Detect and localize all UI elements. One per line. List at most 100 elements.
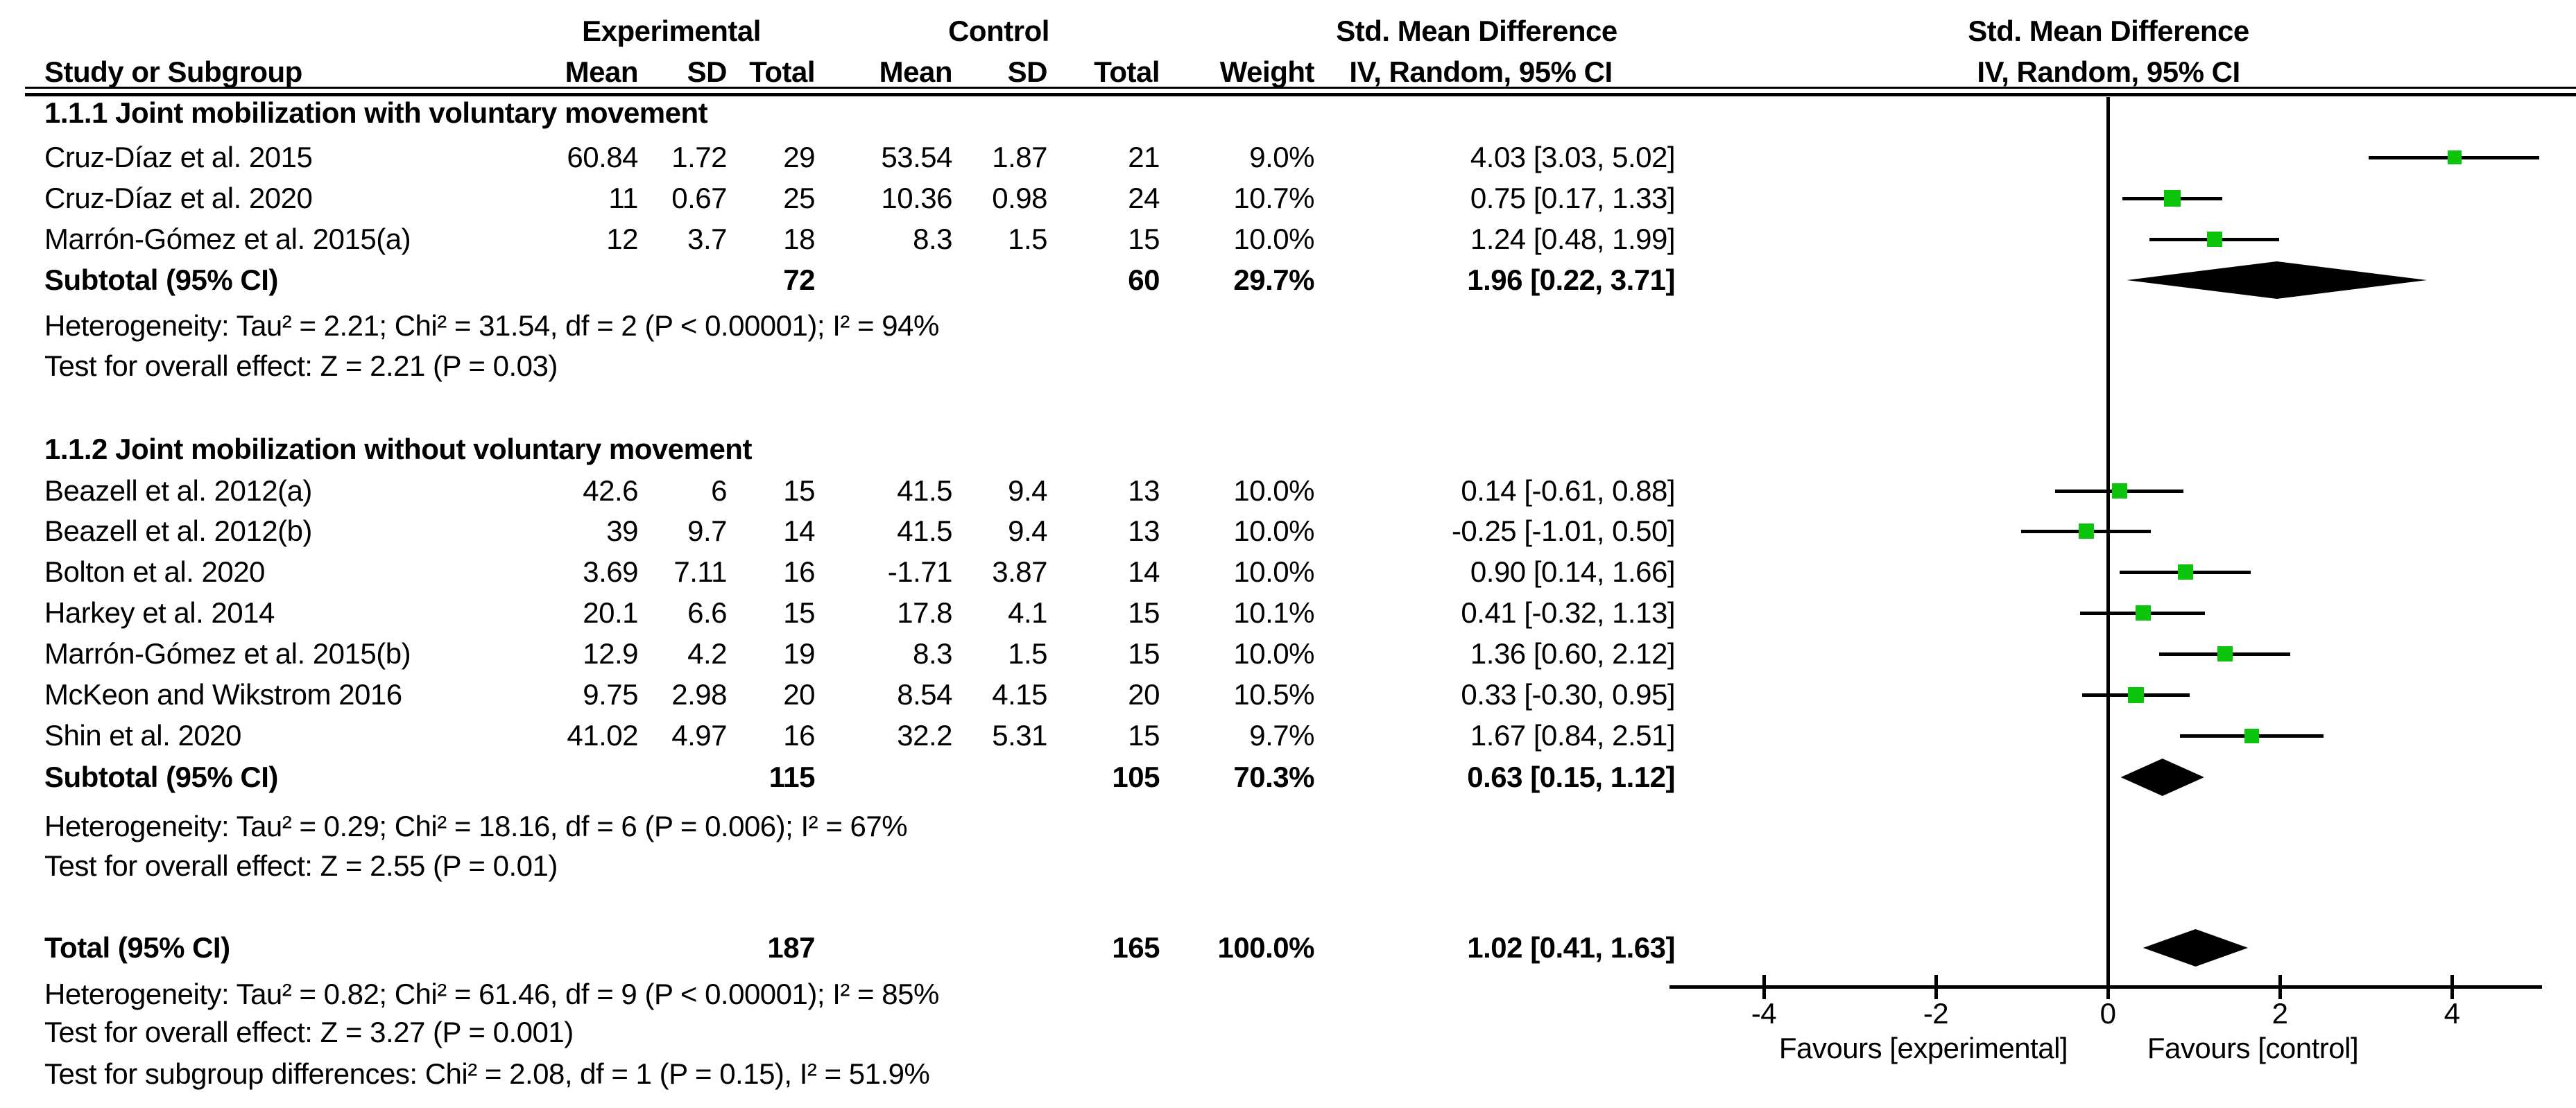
col-header-ctl-mean: Mean (879, 55, 953, 88)
axis-tick (2278, 975, 2282, 999)
study-ctl_total: 14 (1128, 555, 1160, 588)
axis-tick-label: -4 (1751, 997, 1777, 1030)
point-estimate-marker (2244, 728, 2259, 743)
study-ctl_total: 15 (1128, 719, 1160, 752)
study-ctl_total: 15 (1128, 596, 1160, 629)
study-weight: 10.0% (1233, 223, 1314, 255)
col-header-study: Study or Subgroup (44, 55, 302, 88)
study-ctl_sd: 0.98 (992, 182, 1047, 214)
study-weight: 9.0% (1249, 141, 1314, 173)
total-ctl-total: 165 (1112, 931, 1160, 964)
study-ctl_mean: 41.5 (897, 474, 952, 507)
study-ctl_sd: 1.5 (1008, 637, 1047, 670)
study-weight: 10.1% (1233, 596, 1314, 629)
axis-tick-label: 4 (2444, 997, 2460, 1030)
study-name: Marrón-Gómez et al. 2015(a) (44, 223, 411, 255)
study-ctl_mean: 10.36 (881, 182, 952, 214)
favours-control-label: Favours [control] (2147, 1032, 2359, 1064)
study-ci-text: 0.41 [-0.32, 1.13] (1461, 596, 1675, 629)
subtotal-exp-total: 72 (783, 263, 815, 296)
zero-line (2106, 97, 2110, 987)
study-exp_mean: 9.75 (583, 678, 638, 711)
col-header-iv-text: IV, Random, 95% CI (1349, 55, 1613, 88)
study-exp_mean: 12 (606, 223, 638, 255)
study-exp_sd: 0.67 (671, 182, 727, 214)
study-ctl_sd: 4.15 (992, 678, 1047, 711)
study-exp_sd: 9.7 (687, 514, 727, 547)
point-estimate-marker (2128, 686, 2145, 703)
point-estimate-marker (2447, 150, 2462, 164)
study-ctl_mean: 53.54 (881, 141, 952, 173)
axis-tick (2450, 975, 2454, 999)
study-name: Cruz-Díaz et al. 2020 (44, 182, 313, 214)
study-ci-text: -0.25 [-1.01, 0.50] (1451, 514, 1676, 547)
study-ctl_mean: 41.5 (897, 514, 952, 547)
study-ctl_total: 13 (1128, 514, 1160, 547)
study-ci-text: 0.75 [0.17, 1.33] (1470, 182, 1676, 214)
study-weight: 10.5% (1233, 678, 1314, 711)
subtotal-ctl-total: 105 (1112, 761, 1160, 793)
study-ctl_sd: 5.31 (992, 719, 1047, 752)
axis-line (1669, 985, 2543, 989)
study-ctl_sd: 9.4 (1008, 474, 1047, 507)
study-exp_mean: 39 (606, 514, 638, 547)
study-weight: 10.0% (1233, 474, 1314, 507)
study-exp_total: 29 (783, 141, 815, 173)
point-estimate-marker (2206, 232, 2222, 247)
subtotal-ctl-total: 60 (1128, 263, 1160, 296)
study-name: Marrón-Gómez et al. 2015(b) (44, 637, 411, 670)
study-exp_mean: 42.6 (583, 474, 638, 507)
study-exp_mean: 20.1 (583, 596, 638, 629)
study-exp_total: 20 (783, 678, 815, 711)
study-ctl_sd: 1.87 (992, 141, 1047, 173)
study-ci-text: 0.90 [0.14, 1.66] (1470, 555, 1676, 588)
study-ci-text: 0.33 [-0.30, 0.95] (1461, 678, 1675, 711)
study-ctl_mean: 8.3 (913, 637, 952, 670)
study-ctl_sd: 4.1 (1008, 596, 1047, 629)
study-exp_total: 25 (783, 182, 815, 214)
study-exp_sd: 4.2 (687, 637, 727, 670)
study-ci-text: 1.36 [0.60, 2.12] (1470, 637, 1676, 670)
subgroup-differences-note: Test for subgroup differences: Chi² = 2.… (44, 1057, 930, 1090)
point-estimate-marker (2177, 564, 2193, 580)
study-exp_mean: 3.69 (583, 555, 638, 588)
subtotal-ci-text: 1.96 [0.22, 3.71] (1467, 263, 1675, 296)
study-ci-text: 1.67 [0.84, 2.51] (1470, 719, 1676, 752)
subgroup-title: 1.1.2 Joint mobilization without volunta… (44, 433, 752, 465)
col-group-control: Control (948, 15, 1049, 47)
study-exp_total: 18 (783, 223, 815, 255)
heterogeneity-note: Heterogeneity: Tau² = 0.29; Chi² = 18.16… (44, 810, 908, 842)
study-weight: 10.0% (1233, 637, 1314, 670)
study-ci-text: 0.14 [-0.61, 0.88] (1461, 474, 1675, 507)
study-exp_sd: 6.6 (687, 596, 727, 629)
study-ctl_mean: 17.8 (897, 596, 952, 629)
study-name: Cruz-Díaz et al. 2015 (44, 141, 313, 173)
point-estimate-marker (2112, 483, 2128, 499)
col-header-exp-sd: SD (687, 55, 728, 88)
col-header-exp-total: Total (749, 55, 815, 88)
axis-tick (1934, 975, 1938, 999)
point-estimate-marker (2135, 605, 2151, 621)
study-weight: 10.0% (1233, 555, 1314, 588)
total-weight: 100.0% (1217, 931, 1315, 964)
axis-tick-label: 0 (2100, 997, 2116, 1030)
col-header-smd-plot: Std. Mean Difference (1968, 15, 2249, 47)
study-name: McKeon and Wikstrom 2016 (44, 678, 402, 711)
axis-tick-label: -2 (1923, 997, 1949, 1030)
col-header-iv-plot: IV, Random, 95% CI (1977, 55, 2240, 88)
study-exp_sd: 6 (711, 474, 727, 507)
study-exp_sd: 4.97 (671, 719, 727, 752)
col-header-weight: Weight (1219, 55, 1315, 88)
study-exp_mean: 11 (608, 182, 638, 214)
subtotal-ci-text: 0.63 [0.15, 1.12] (1467, 761, 1675, 793)
study-ctl_total: 15 (1128, 223, 1160, 255)
subtotal-exp-total: 115 (768, 761, 816, 793)
study-ctl_total: 21 (1128, 141, 1160, 173)
total-ci-text: 1.02 [0.41, 1.63] (1467, 931, 1675, 964)
study-exp_sd: 1.72 (671, 141, 727, 173)
study-ci-text: 1.24 [0.48, 1.99] (1470, 223, 1676, 255)
axis-tick (2106, 975, 2110, 999)
point-estimate-marker (2079, 523, 2094, 539)
total-heterogeneity-note: Heterogeneity: Tau² = 0.82; Chi² = 61.46… (44, 978, 939, 1010)
